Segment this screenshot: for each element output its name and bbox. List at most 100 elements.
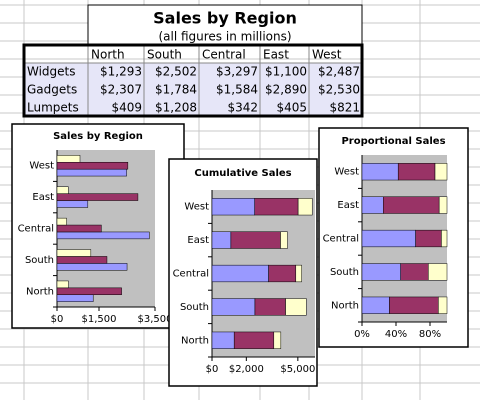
bar-segment: [361, 163, 399, 181]
bar-segment: [254, 298, 286, 316]
cell: $3,297: [216, 65, 258, 79]
y-tick-label: Central: [18, 224, 54, 235]
row-label: Widgets: [27, 65, 76, 79]
bar-segment: [211, 231, 232, 249]
bar: [56, 294, 94, 302]
cell: $1,584: [216, 83, 258, 97]
bar-segment: [211, 264, 269, 283]
chart: Cumulative Sales $0 $2,000 $5,000 North South…: [168, 158, 318, 387]
y-tick-label: West: [334, 167, 359, 178]
cell: $1,100: [265, 65, 307, 79]
bar-segment: [295, 264, 302, 283]
y-tick-label: West: [184, 202, 209, 213]
cell: $1,293: [100, 65, 142, 79]
table-subtitle: (all figures in millions): [158, 30, 291, 44]
column-header: North: [91, 48, 125, 62]
bar: [56, 280, 69, 289]
bar-segment: [280, 231, 288, 249]
bar: [56, 200, 89, 208]
cell: $1,208: [155, 101, 197, 115]
x-tick-label: 0%: [354, 329, 370, 340]
bar: [56, 249, 92, 257]
title-cell: [87, 4, 363, 46]
y-tick-label: South: [180, 302, 209, 313]
bar-segment: [397, 163, 436, 181]
bar-segment: [285, 298, 307, 316]
bar-segment: [361, 263, 401, 281]
cell: $2,502: [155, 65, 197, 79]
table-body: [24, 63, 362, 116]
bar-segment: [268, 264, 297, 283]
bar: [56, 161, 129, 170]
y-tick-label: South: [330, 267, 359, 278]
bar-segment: [211, 331, 235, 349]
chart-title: Sales by Region: [53, 131, 143, 142]
bar-segment: [361, 296, 390, 314]
cell: $405: [276, 101, 307, 115]
cell: $821: [329, 101, 360, 115]
x-tick-label: 80%: [419, 329, 441, 340]
bar-segment: [383, 196, 440, 214]
table-title: Sales by Region: [153, 9, 297, 28]
chart-title: Proportional Sales: [341, 136, 445, 147]
bar-segment: [441, 229, 448, 248]
bar-segment: [273, 331, 282, 349]
cell: $2,890: [265, 83, 307, 97]
bar: [56, 186, 69, 194]
bar-segment: [434, 163, 448, 181]
y-tick-label: North: [331, 300, 359, 311]
chart-title: Cumulative Sales: [194, 168, 291, 179]
bar-segment: [361, 229, 416, 248]
y-tick-label: East: [32, 192, 54, 203]
bar-segment: [438, 196, 448, 214]
y-tick-label: West: [29, 161, 54, 172]
cell: $342: [227, 101, 258, 115]
column-header: South: [147, 48, 182, 62]
x-tick-label: $1,500: [82, 314, 117, 325]
chart: Proportional Sales 0% 40% 80% North South Cent…: [318, 127, 469, 348]
bar-segment: [297, 198, 313, 216]
bar-segment: [438, 296, 448, 314]
bar: [56, 287, 122, 296]
bar: [56, 231, 150, 240]
x-tick-label: $0: [206, 364, 219, 375]
chart: Sales by Region $0 $1,500 $3,500 North South C…: [11, 123, 185, 329]
bar-segment: [400, 263, 429, 281]
x-tick-label: $0: [51, 314, 64, 325]
row-label: Gadgets: [27, 83, 77, 97]
bar-segment: [389, 296, 439, 314]
cell: $2,307: [100, 83, 142, 97]
x-tick-label: $5,000: [280, 364, 315, 375]
bar-segment: [211, 298, 256, 316]
bar: [56, 193, 139, 201]
bar: [56, 217, 67, 226]
column-header: Central: [202, 48, 246, 62]
cell: $2,530: [318, 83, 360, 97]
column-header: East: [263, 48, 289, 62]
x-tick-label: $3,500: [138, 314, 173, 325]
bar: [56, 263, 128, 271]
x-tick-label: 40%: [385, 329, 407, 340]
bar: [56, 155, 81, 163]
cell: $2,487: [318, 65, 360, 79]
row-label: Lumpets: [27, 101, 79, 115]
y-tick-label: East: [337, 200, 359, 211]
y-tick-label: South: [25, 255, 54, 266]
bar-segment: [361, 196, 384, 214]
bar-segment: [233, 331, 275, 349]
bar-segment: [415, 229, 442, 248]
cell: $1,784: [155, 83, 197, 97]
bar: [56, 168, 127, 177]
column-header: West: [312, 48, 342, 62]
bar: [56, 256, 108, 264]
bar: [56, 224, 102, 233]
y-tick-label: Central: [173, 269, 209, 280]
y-tick-label: North: [181, 335, 209, 346]
charts: Sales by Region $0 $1,500 $3,500 North South C…: [11, 123, 469, 387]
y-tick-label: Central: [323, 234, 359, 245]
y-tick-label: East: [187, 235, 209, 246]
bar-segment: [254, 198, 299, 216]
y-tick-label: North: [26, 286, 54, 297]
table: North South Central East West Widgets $1,293 $2…: [24, 45, 362, 116]
